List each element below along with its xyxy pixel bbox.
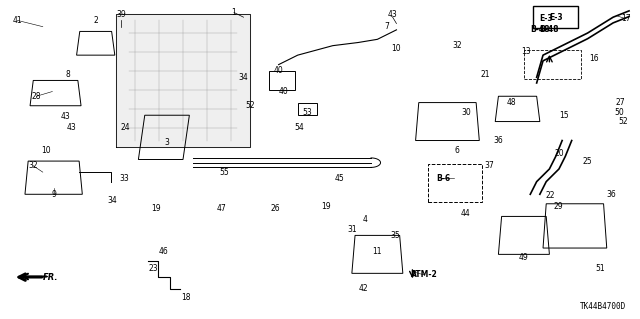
Text: 23: 23	[148, 264, 158, 273]
Text: 1: 1	[232, 8, 236, 17]
Text: 27: 27	[616, 98, 625, 107]
Text: 28: 28	[32, 92, 41, 101]
Text: 25: 25	[583, 157, 593, 166]
Text: 47: 47	[216, 204, 226, 213]
Text: B-48: B-48	[530, 25, 550, 34]
Text: 24: 24	[121, 123, 131, 132]
Text: 36: 36	[493, 136, 503, 145]
Text: 29: 29	[554, 203, 563, 211]
Text: 8: 8	[66, 70, 70, 78]
Text: TK44B4700D: TK44B4700D	[580, 302, 626, 311]
Text: 49: 49	[519, 253, 529, 262]
Text: 19: 19	[151, 204, 161, 213]
Text: 15: 15	[559, 111, 569, 120]
Text: 21: 21	[481, 70, 490, 78]
Text: 13: 13	[521, 48, 531, 56]
Text: 54: 54	[294, 123, 304, 132]
Text: 50: 50	[614, 108, 625, 116]
Polygon shape	[116, 14, 250, 147]
Text: 18: 18	[181, 293, 191, 301]
Text: 3: 3	[164, 137, 170, 147]
Text: 10: 10	[41, 145, 51, 154]
Text: 55: 55	[220, 168, 229, 177]
Text: 4: 4	[362, 215, 367, 224]
Text: 52: 52	[618, 117, 627, 126]
Text: 26: 26	[271, 204, 280, 213]
Text: 43: 43	[67, 123, 76, 132]
Text: 7: 7	[385, 22, 389, 31]
Text: 45: 45	[334, 174, 344, 183]
Text: 51: 51	[596, 264, 605, 273]
Text: 19: 19	[321, 203, 331, 211]
Text: 40: 40	[274, 66, 284, 76]
Text: B-48: B-48	[540, 25, 559, 34]
Text: E-3: E-3	[549, 13, 563, 22]
Text: 34: 34	[108, 196, 117, 205]
Text: 10: 10	[392, 44, 401, 53]
Text: 17: 17	[621, 14, 630, 23]
Text: B-6: B-6	[436, 174, 450, 183]
Text: FR.: FR.	[43, 273, 58, 282]
Text: 42: 42	[358, 284, 368, 293]
Text: 41: 41	[13, 16, 22, 25]
Text: 11: 11	[372, 247, 382, 256]
Text: 36: 36	[606, 190, 616, 199]
Text: 39: 39	[116, 10, 126, 19]
Text: 16: 16	[589, 54, 599, 63]
Text: E-3: E-3	[540, 14, 553, 23]
Text: 53: 53	[302, 108, 312, 116]
Text: 48: 48	[506, 98, 516, 107]
Text: 22: 22	[546, 191, 556, 200]
Text: 20: 20	[554, 149, 564, 158]
Text: 44: 44	[460, 209, 470, 218]
Text: 30: 30	[461, 108, 472, 116]
Text: 6: 6	[454, 145, 460, 154]
Text: 33: 33	[120, 174, 129, 183]
Text: 9: 9	[51, 190, 56, 199]
Text: 52: 52	[245, 101, 255, 110]
Text: 40: 40	[279, 87, 289, 96]
Text: 32: 32	[28, 161, 38, 170]
Text: 32: 32	[452, 41, 462, 50]
Text: 2: 2	[93, 16, 98, 25]
Text: 34: 34	[239, 73, 248, 82]
Text: 43: 43	[60, 112, 70, 121]
Text: 43: 43	[388, 10, 397, 19]
Text: 37: 37	[484, 161, 493, 170]
Text: 31: 31	[347, 225, 356, 234]
Text: ATM-2: ATM-2	[411, 271, 438, 279]
Text: 35: 35	[390, 231, 400, 240]
Text: 46: 46	[159, 247, 169, 256]
